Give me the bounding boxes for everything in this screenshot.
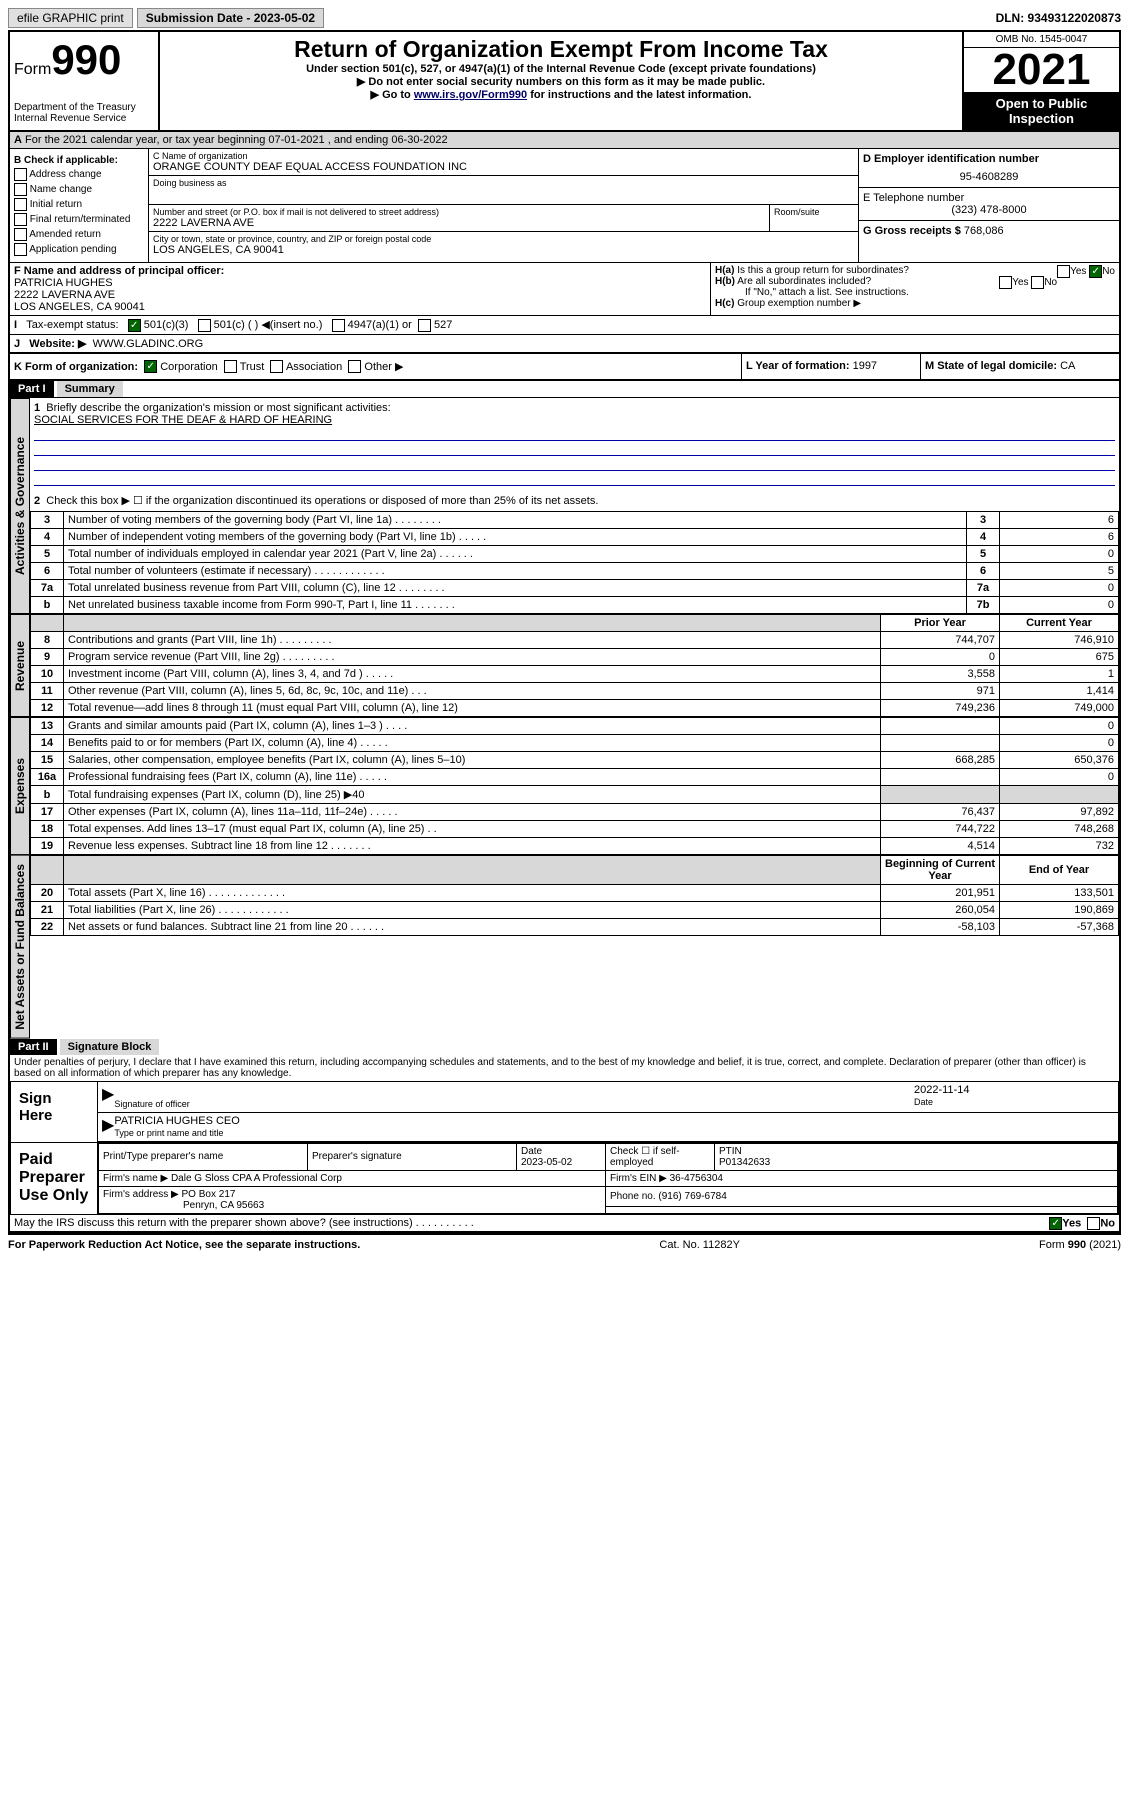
form990-link[interactable]: www.irs.gov/Form990 [414, 89, 527, 101]
g-gross-label: G Gross receipts $ [863, 225, 961, 237]
domicile-state: CA [1060, 360, 1075, 372]
revenue-tab: Revenue [10, 614, 30, 717]
form-title: Return of Organization Exempt From Incom… [164, 36, 958, 63]
activities-governance-tab: Activities & Governance [10, 398, 30, 614]
d-ein-label: D Employer identification number [863, 153, 1115, 165]
discuss-yes-checkbox[interactable]: ✓ [1049, 1217, 1062, 1230]
part-2-subheader: Signature Block [60, 1039, 160, 1055]
dln: DLN: 93493122020873 [996, 11, 1121, 25]
form-container: Form990 Department of the Treasury Inter… [8, 30, 1121, 1235]
form-subtitle-1: Under section 501(c), 527, or 4947(a)(1)… [164, 63, 958, 75]
form-subtitle-3: ▶ Go to www.irs.gov/Form990 for instruct… [164, 88, 958, 101]
firm-ein: 36-4756304 [670, 1173, 723, 1184]
501c3-checkbox[interactable]: ✓ [128, 319, 141, 332]
website: WWW.GLADINC.ORG [93, 338, 204, 350]
submission-date: Submission Date - 2023-05-02 [137, 8, 324, 28]
section-b: B Check if applicable: Address change Na… [10, 149, 149, 262]
officer-addr2: LOS ANGELES, CA 90041 [14, 301, 706, 313]
tax-year: 2021 [964, 48, 1119, 92]
org-address: 2222 LAVERNA AVE [153, 217, 765, 229]
expenses-tab: Expenses [10, 717, 30, 855]
gross-receipts: 768,086 [964, 225, 1004, 237]
city-label: City or town, state or province, country… [153, 234, 854, 244]
sign-here-block: Sign Here ▶Signature of officer2022-11-1… [10, 1081, 1119, 1143]
firm-phone: (916) 769-6784 [658, 1191, 726, 1202]
public-inspection: Open to Public Inspection [964, 92, 1119, 130]
org-name: ORANGE COUNTY DEAF EQUAL ACCESS FOUNDATI… [153, 161, 854, 173]
addr-label: Number and street (or P.O. box if mail i… [153, 207, 765, 217]
org-city: LOS ANGELES, CA 90041 [153, 244, 854, 256]
f-officer-label: F Name and address of principal officer: [14, 265, 706, 277]
net-assets-tab: Net Assets or Fund Balances [10, 855, 30, 1039]
corporation-checkbox[interactable]: ✓ [144, 360, 157, 373]
formation-year: 1997 [853, 360, 877, 372]
form-subtitle-2: ▶ Do not enter social security numbers o… [164, 75, 958, 88]
room-suite-label: Room/suite [769, 205, 858, 231]
efile-print-button[interactable]: efile GRAPHIC print [8, 8, 133, 28]
perjury-declaration: Under penalties of perjury, I declare th… [10, 1055, 1119, 1081]
signer-name: PATRICIA HUGHES CEO [114, 1115, 1114, 1127]
phone: (323) 478-8000 [863, 204, 1115, 216]
paid-preparer-block: Paid Preparer Use Only Print/Type prepar… [10, 1143, 1119, 1215]
part-2-header: Part II [10, 1039, 57, 1055]
officer-addr1: 2222 LAVERNA AVE [14, 289, 706, 301]
form-header: Form990 Department of the Treasury Inter… [10, 32, 1119, 132]
part-1-subheader: Summary [57, 381, 123, 397]
c-name-label: C Name of organization [153, 151, 854, 161]
dept-treasury: Department of the Treasury [14, 102, 154, 113]
ptin: P01342633 [719, 1157, 770, 1168]
page-footer: For Paperwork Reduction Act Notice, see … [8, 1235, 1121, 1251]
officer-name: PATRICIA HUGHES [14, 277, 706, 289]
ein: 95-4608289 [863, 165, 1115, 183]
irs-label: Internal Revenue Service [14, 113, 154, 124]
part-1-header: Part I [10, 381, 54, 397]
mission: SOCIAL SERVICES FOR THE DEAF & HARD OF H… [34, 414, 332, 426]
e-phone-label: E Telephone number [863, 192, 1115, 204]
dba-label: Doing business as [153, 178, 854, 188]
line-a-tax-year: A For the 2021 calendar year, or tax yea… [10, 132, 1119, 149]
form-number: 990 [51, 36, 121, 83]
form-label: Form [14, 61, 51, 78]
top-bar: efile GRAPHIC print Submission Date - 20… [8, 8, 1121, 28]
firm-name: Dale G Sloss CPA A Professional Corp [171, 1173, 342, 1184]
